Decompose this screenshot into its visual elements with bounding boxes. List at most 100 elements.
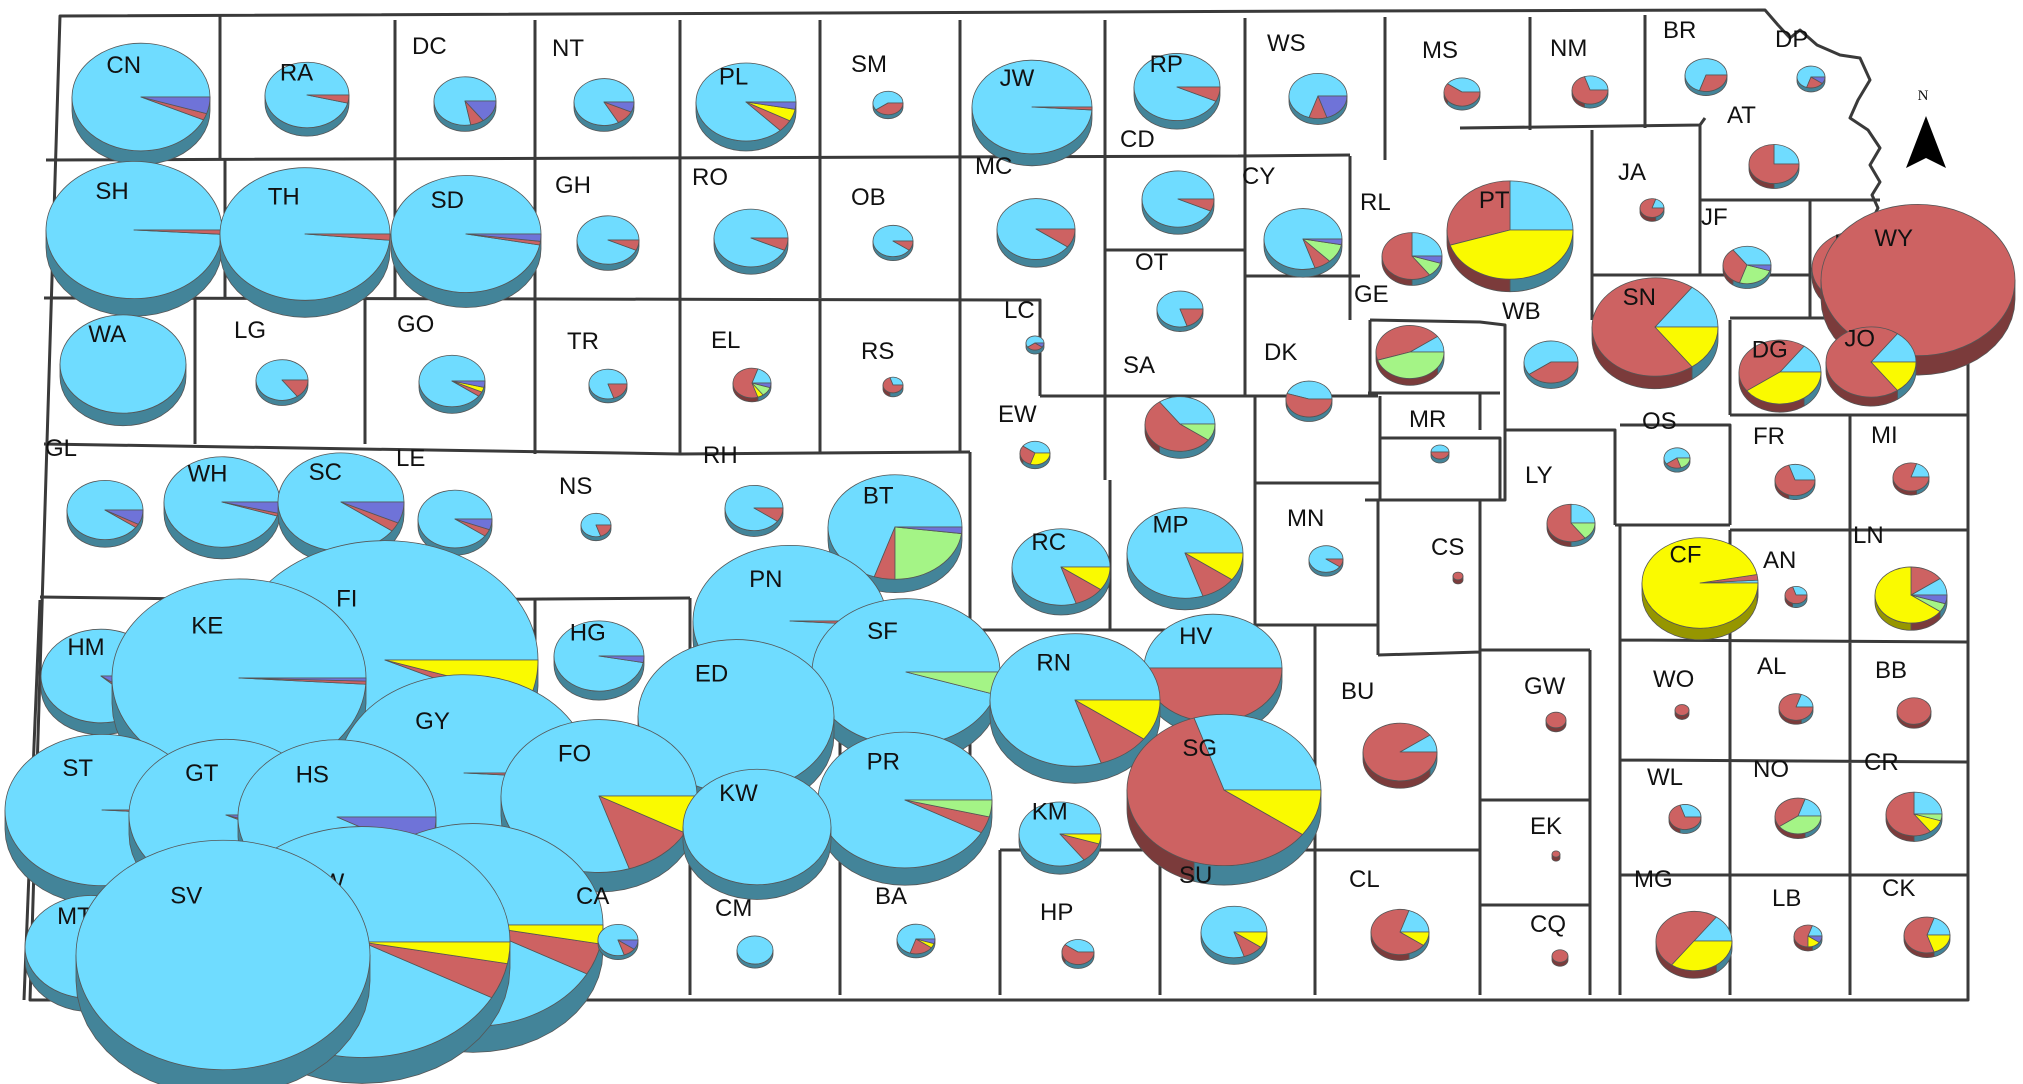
- pie-ek: EK: [1530, 813, 1562, 862]
- pie-slice: [1639, 198, 1665, 218]
- county-label: SF: [867, 618, 898, 645]
- pie-le: LE: [396, 445, 493, 556]
- pie-ja: JA: [1618, 159, 1665, 222]
- pie-slice: [1179, 423, 1216, 441]
- county-label: RO: [692, 164, 728, 191]
- pie-slice: [1061, 944, 1095, 965]
- county-label: BU: [1341, 678, 1374, 705]
- pie-slice: [255, 359, 309, 401]
- pie-slice: [1913, 791, 1943, 815]
- county-label: EW: [998, 401, 1037, 428]
- pie-pr: PR: [817, 731, 993, 886]
- pie-cm: CM: [715, 895, 774, 969]
- pie-slice: [1381, 232, 1431, 280]
- pie-slice: [1370, 908, 1424, 956]
- pie-dc: DC: [412, 33, 497, 132]
- pie-slice: [1288, 73, 1348, 118]
- county-label: KM: [1032, 799, 1068, 826]
- pie-slice: [1545, 711, 1567, 729]
- pie-mr: MR: [1409, 406, 1450, 464]
- pie-cr: CR: [1864, 749, 1943, 842]
- north-arrow-label: N: [1918, 88, 1929, 104]
- pie-slice: [1022, 440, 1051, 454]
- pie-cl: CL: [1349, 866, 1430, 961]
- county-label: BT: [863, 483, 894, 510]
- pie-slice: [1663, 447, 1691, 465]
- pie-cd: CD: [1120, 126, 1215, 235]
- county-label: CF: [1670, 542, 1702, 569]
- pie-slice: [1143, 613, 1283, 669]
- pie-slice: [1179, 308, 1204, 327]
- pie-slice: [1748, 144, 1800, 184]
- pie-gl: GL: [45, 435, 144, 548]
- pie-hp: HP: [1040, 899, 1095, 969]
- county-label: SD: [431, 187, 464, 214]
- county-label: DC: [412, 33, 447, 60]
- pie-slice: [1746, 264, 1772, 272]
- pie-slice: [598, 655, 645, 663]
- pie-slice: [1447, 77, 1481, 93]
- pie-ro: RO: [692, 164, 789, 275]
- pie-slice: [1443, 83, 1481, 107]
- county-label: LC: [1004, 297, 1035, 324]
- pie-slice: [1570, 522, 1596, 539]
- county-label: RH: [703, 442, 738, 469]
- county-label: PL: [719, 64, 748, 91]
- county-label: ST: [62, 755, 93, 782]
- pie-rn: RN: [989, 633, 1161, 784]
- pie-slice: [1810, 76, 1826, 84]
- county-label: NS: [559, 473, 592, 500]
- pie-slice: [1176, 86, 1221, 102]
- county-label: WB: [1502, 298, 1541, 325]
- county-label: RA: [280, 59, 313, 86]
- pie-slice: [1546, 503, 1586, 543]
- pie-wa: WA: [59, 314, 187, 427]
- county-label: SH: [95, 178, 128, 205]
- pie-slice: [1126, 717, 1303, 867]
- pie-slice: [1732, 245, 1772, 266]
- pie-slice: [1825, 326, 1898, 398]
- pie-slice: [1874, 566, 1941, 624]
- pie-slice: [1452, 571, 1464, 581]
- pie-slice: [607, 239, 640, 251]
- pie-slice: [892, 240, 914, 251]
- county-label: MS: [1422, 37, 1458, 64]
- pie-slice: [1362, 722, 1438, 782]
- pie-slice: [1655, 910, 1717, 966]
- pie-bu: BU: [1341, 678, 1438, 789]
- pie-hg: HG: [553, 619, 645, 701]
- pie-slice: [1746, 371, 1822, 405]
- pie-ck: CK: [1882, 875, 1951, 958]
- county-label: CM: [715, 895, 752, 922]
- county-label: EK: [1530, 813, 1562, 840]
- county-label: GO: [397, 311, 434, 338]
- pie-slice: [1193, 713, 1322, 791]
- pie-slice: [682, 768, 832, 886]
- county-label: NM: [1550, 35, 1587, 62]
- pie-slice: [1738, 339, 1805, 392]
- pie-kw: KW: [682, 768, 832, 900]
- county-label: GT: [185, 760, 219, 787]
- county-label: CY: [1242, 163, 1275, 190]
- county-label: PT: [1479, 187, 1510, 214]
- county-label: SA: [1123, 352, 1155, 379]
- pie-ba: BA: [875, 883, 936, 959]
- pie-slice: [1870, 361, 1917, 391]
- county-label: CK: [1882, 875, 1915, 902]
- pie-mn: MN: [1287, 505, 1344, 577]
- county-label: MI: [1871, 422, 1898, 449]
- pie-cy: CY: [1242, 163, 1343, 278]
- county-label: TH: [268, 183, 300, 210]
- pie-wo: WO: [1653, 666, 1694, 720]
- pie-slice: [1059, 833, 1102, 845]
- pie-slice: [1430, 444, 1450, 453]
- pie-slice: [1074, 699, 1161, 740]
- pie-mp: MP: [1126, 507, 1244, 611]
- pie-slice: [1903, 916, 1935, 954]
- pie-slice: [1184, 552, 1244, 580]
- county-label: GE: [1354, 281, 1389, 308]
- pie-sa: SA: [1123, 352, 1216, 459]
- pie-slice: [750, 237, 789, 251]
- pie-pt: PT: [1446, 180, 1574, 293]
- pie-slice: [1892, 462, 1930, 492]
